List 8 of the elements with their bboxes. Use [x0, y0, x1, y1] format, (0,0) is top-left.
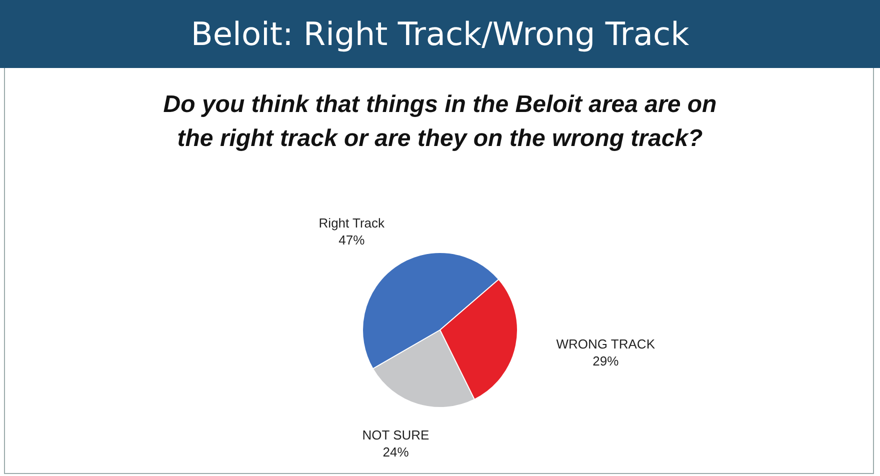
slice-label: Right Track — [318, 216, 386, 231]
data-label: 24% — [382, 444, 410, 460]
data-label: 29% — [592, 354, 620, 369]
slice-label: NOT SURE — [362, 427, 430, 442]
data-label: 47% — [338, 232, 366, 248]
chart-subtitle: Do you think that things in the Beloit area are on the right track or are they on the wrong track? — [162, 90, 718, 154]
chart-title: Beloit: Right Track/Wrong Track — [0, 0, 880, 68]
slice-label: WRONG TRACK — [556, 336, 656, 352]
